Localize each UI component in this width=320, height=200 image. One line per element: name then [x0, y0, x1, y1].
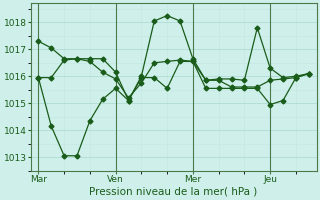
X-axis label: Pression niveau de la mer( hPa ): Pression niveau de la mer( hPa )	[90, 187, 258, 197]
